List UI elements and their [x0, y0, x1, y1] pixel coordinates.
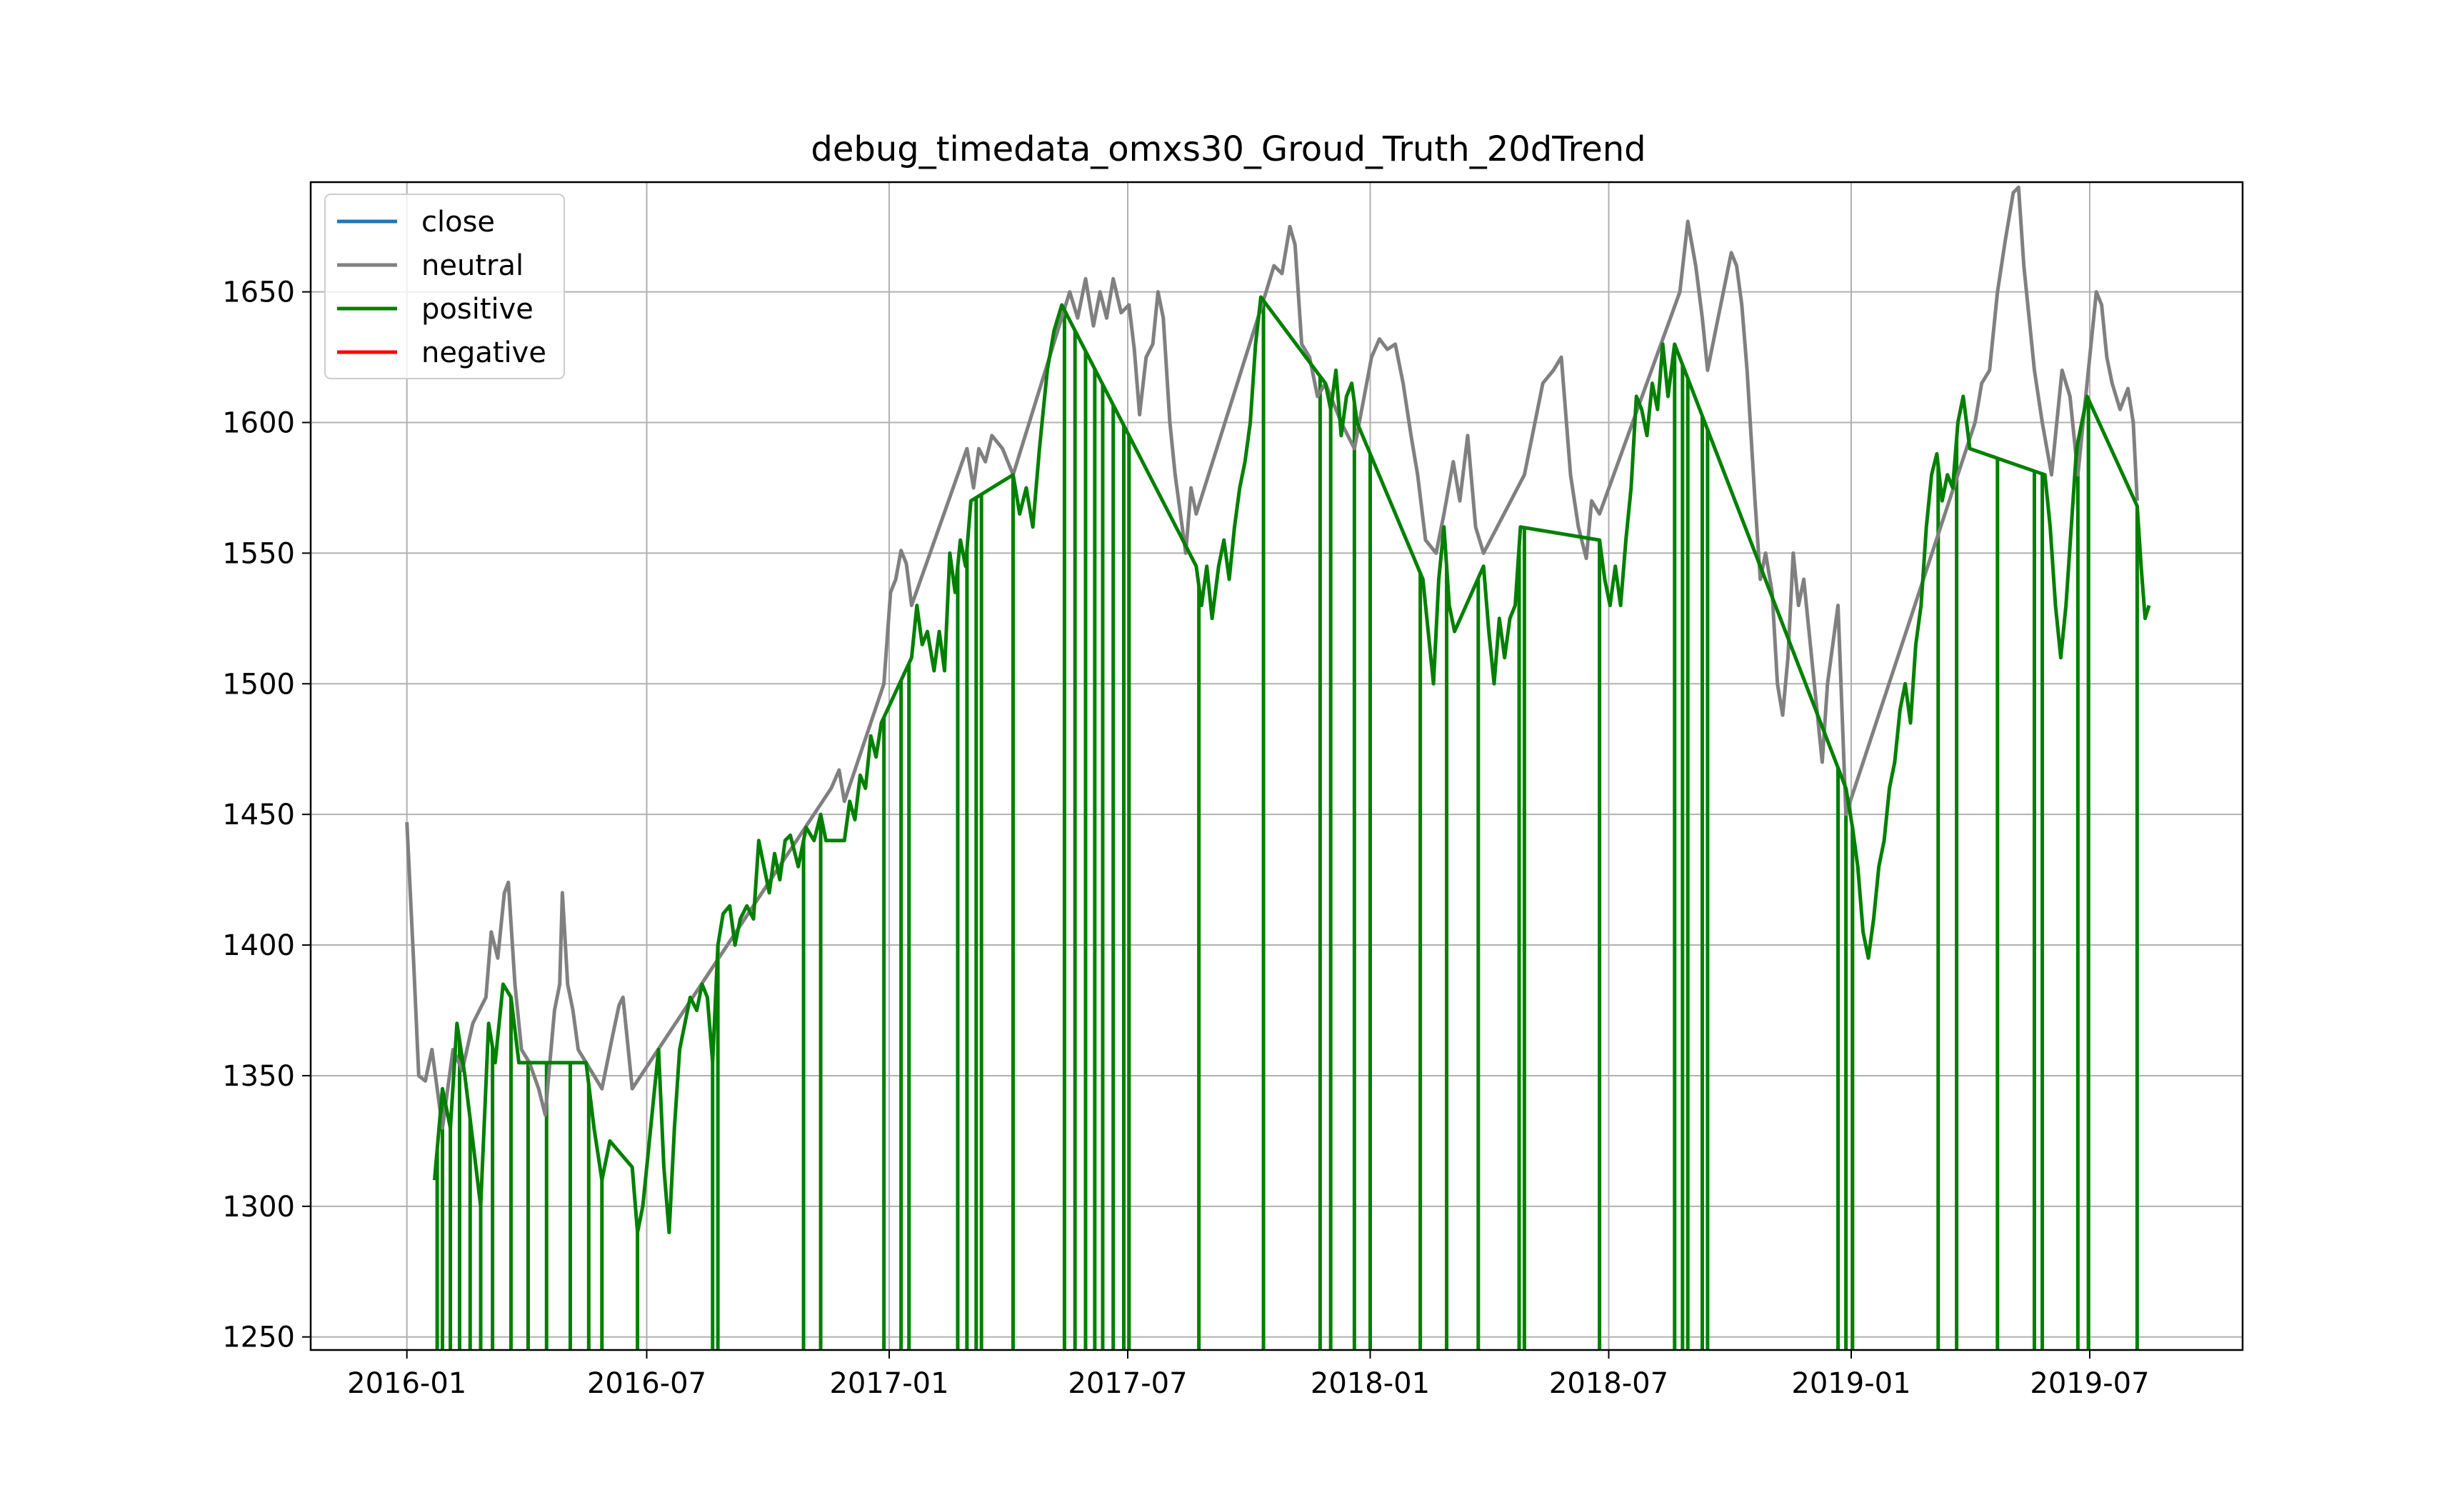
x-tick-label: 2019-07 — [2030, 1367, 2149, 1400]
y-tick-label: 1300 — [222, 1191, 295, 1224]
y-tick-label: 1550 — [222, 537, 295, 570]
legend-box — [324, 194, 565, 379]
y-tick-label: 1450 — [222, 799, 295, 831]
positive-drop-lines — [435, 300, 2139, 1350]
x-tick-label: 2018-07 — [1549, 1367, 1668, 1400]
x-tick-label: 2019-01 — [1791, 1367, 1910, 1400]
x-tick-label: 2018-01 — [1311, 1367, 1430, 1400]
y-tick-label: 1350 — [222, 1060, 295, 1093]
legend-label-positive: positive — [421, 293, 534, 326]
y-tick-label: 1650 — [222, 276, 295, 309]
series-line-positive — [432, 295, 2151, 1234]
x-tick-label: 2016-01 — [347, 1367, 466, 1400]
legend: close neutral positive negative — [324, 194, 565, 379]
x-tick-label: 2017-07 — [1068, 1367, 1187, 1400]
x-axis-ticks: 2016-01 2016-07 2017-01 2017-07 2018-01 2018-… — [347, 1350, 2150, 1400]
y-tick-label: 1500 — [222, 668, 295, 701]
plot-area — [405, 185, 2151, 1350]
chart-title: debug_timedata_omxs30_Groud_Truth_20dTre… — [811, 129, 1646, 169]
plot-frame — [309, 181, 2244, 1351]
x-tick-label: 2017-01 — [829, 1367, 948, 1400]
series-lines — [405, 185, 2151, 1234]
x-tick-label: 2016-07 — [587, 1367, 706, 1400]
y-axis-ticks: 1250 1300 1350 1400 1450 1500 1550 1600 1650 — [222, 276, 311, 1354]
legend-label-negative: negative — [421, 336, 546, 369]
legend-label-close: close — [421, 206, 495, 239]
legend-label-neutral: neutral — [421, 249, 524, 282]
y-tick-label: 1600 — [222, 407, 295, 440]
series-line-neutral — [405, 185, 2139, 1130]
y-tick-label: 1400 — [222, 929, 295, 962]
y-tick-label: 1250 — [222, 1321, 295, 1354]
